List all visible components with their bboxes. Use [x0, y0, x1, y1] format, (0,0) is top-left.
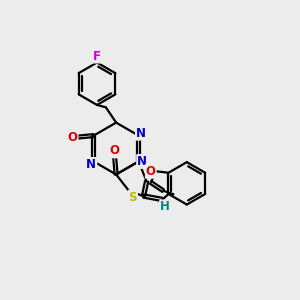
Text: O: O — [110, 144, 120, 158]
Text: O: O — [68, 130, 77, 143]
Text: F: F — [93, 50, 101, 63]
Text: S: S — [129, 191, 137, 204]
Text: N: N — [136, 127, 146, 140]
Text: N: N — [137, 155, 147, 168]
Text: O: O — [146, 165, 156, 178]
Text: N: N — [86, 158, 96, 171]
Text: H: H — [160, 200, 170, 213]
